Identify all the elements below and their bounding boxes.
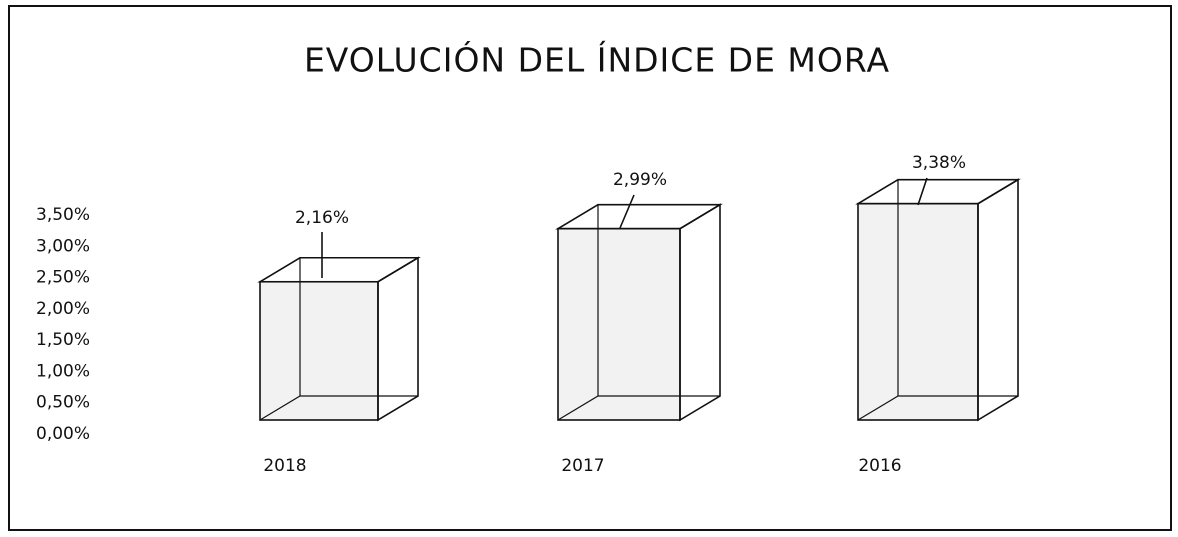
bar-3d	[257, 256, 421, 422]
x-tick-label: 2018	[263, 456, 306, 476]
bar-3d	[855, 178, 1021, 422]
bar-front	[857, 202, 979, 421]
value-label: 2,99%	[613, 170, 667, 190]
bar-top	[257, 256, 421, 283]
bar-top	[855, 178, 1021, 205]
y-tick-label: 0,00%	[36, 424, 90, 444]
x-tick-label: 2017	[561, 456, 604, 476]
bar-front	[557, 227, 681, 421]
y-tick-label: 3,50%	[36, 205, 90, 225]
y-tick-label: 3,00%	[36, 236, 90, 256]
bar-top	[555, 203, 723, 230]
bar-front	[259, 280, 379, 421]
leader-line	[619, 194, 635, 229]
y-tick-label: 2,50%	[36, 268, 90, 288]
value-label: 2,16%	[295, 208, 349, 228]
value-label: 3,38%	[912, 153, 966, 173]
y-tick-label: 1,50%	[36, 330, 90, 350]
y-tick-label: 0,50%	[36, 393, 90, 413]
chart-title: EVOLUCIÓN DEL ÍNDICE DE MORA	[304, 40, 890, 80]
bar-3d	[555, 203, 723, 422]
leader-line	[917, 177, 928, 206]
y-tick-label: 1,00%	[36, 361, 90, 381]
x-tick-label: 2016	[858, 456, 901, 476]
y-tick-label: 2,00%	[36, 299, 90, 319]
